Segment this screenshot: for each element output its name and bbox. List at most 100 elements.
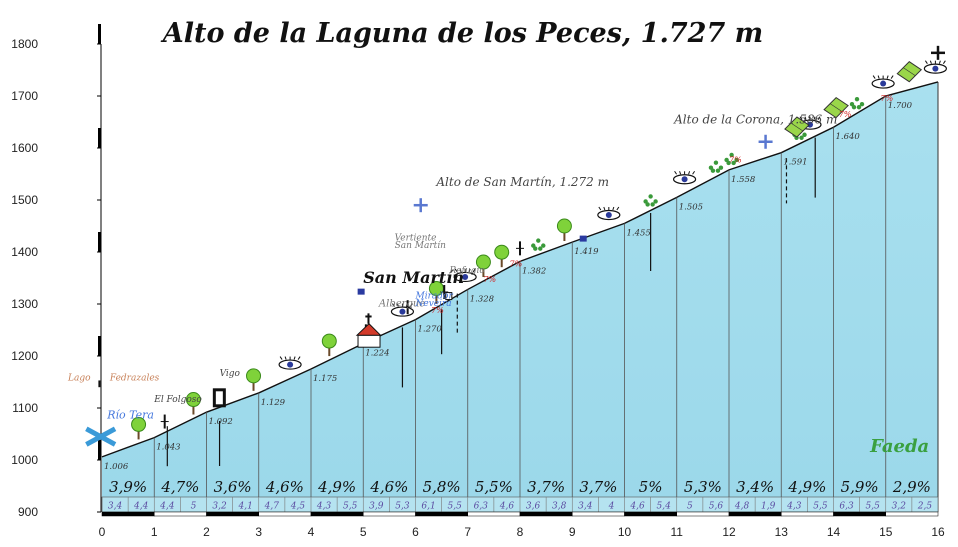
viewpoint-icon [923, 60, 947, 74]
x-tick-label: 4 [308, 525, 315, 539]
km-gradient-label: 3,9% [109, 478, 147, 496]
shrub-icon [724, 152, 739, 166]
shrub-icon [643, 194, 658, 207]
half-km-gradient-label: 2,5 [917, 502, 933, 512]
tree-icon [185, 392, 201, 415]
x-tick-label: 8 [517, 525, 524, 539]
km-gradient-label: 5,9% [841, 478, 879, 496]
tree-icon [494, 244, 510, 268]
peak-gradient-label: 7% [729, 156, 742, 165]
half-km-gradient-label: 4,3 [786, 502, 802, 512]
half-km-gradient-label: 4,6 [499, 502, 515, 512]
km-gradient-label: 3,7% [579, 478, 617, 496]
x-tick-label: 1 [151, 525, 158, 539]
half-km-gradient-label: 3,9 [369, 502, 384, 512]
half-km-gradient-label: 3,8 [552, 502, 567, 512]
x-tick-label: 16 [931, 525, 945, 539]
annotation-label: El Folgoso [153, 395, 202, 405]
lodging-icon [357, 288, 365, 295]
annotation-label: Río Tera [106, 408, 154, 421]
altitude-label: 1.006 [104, 462, 129, 472]
half-km-gradient-label: 4,6 [629, 502, 645, 512]
altitude-label: 1.700 [888, 101, 913, 111]
y-scale-bar [98, 24, 101, 44]
altitude-label: 1.591 [783, 158, 807, 168]
viewpoint-icon [278, 356, 302, 370]
x-tick-label: 11 [671, 525, 684, 539]
altitude-label: 1.382 [522, 266, 546, 276]
altitude-label: 1.270 [418, 325, 443, 335]
panel-icon [784, 116, 810, 138]
shelter-icon [445, 292, 453, 301]
km-scale-bar [624, 511, 677, 517]
km-scale-bar [101, 511, 155, 517]
altitude-label: 1.419 [574, 247, 599, 257]
half-km-gradient-label: 6,3 [839, 502, 854, 512]
annotation-label: Vigo [220, 369, 241, 379]
y-scale-bar [98, 440, 101, 460]
summit-marker-icon [931, 45, 945, 60]
annotation-label: San Martín [395, 240, 447, 251]
altitude-label: 1.043 [156, 443, 180, 453]
altitude-label: 1.505 [679, 202, 703, 212]
tree-icon [131, 416, 147, 440]
profile-labels: 1.006 1.043 1.092 1.129 1.175 1.224 1.270 1.328… [67, 94, 931, 496]
km-scale-bar [310, 511, 364, 517]
half-km-gradient-label: 4,4 [133, 502, 149, 512]
km-gradient-label: 3,6% [214, 478, 252, 496]
shrub-icon [531, 238, 546, 251]
signpost-icon [403, 300, 412, 315]
half-km-gradient-label: 3,4 [578, 502, 593, 512]
x-tick-label: 12 [722, 525, 736, 539]
half-km-gradient-label: 3,4 [108, 502, 123, 512]
km-gradient-label: 3,7% [527, 478, 565, 496]
annotation-label: Alto de San Martín, 1.272 m [435, 175, 609, 189]
village-icon [212, 388, 226, 408]
y-scale-bar [98, 232, 101, 252]
km-gradient-label: 4,9% [317, 478, 356, 496]
half-km-gradient-label: 3,2 [892, 502, 907, 512]
km-scale-bar [728, 511, 782, 517]
half-km-gradient-label: 5,6 [709, 502, 724, 512]
half-km-gradient-label: 5,5 [813, 502, 828, 512]
half-km-gradient-label: 4,4 [159, 502, 175, 512]
km-scale-bar [206, 511, 259, 517]
x-tick-label: 7 [464, 525, 471, 539]
signpost-icon [440, 285, 449, 300]
viewpoint-icon [672, 170, 697, 185]
tree-icon [246, 368, 262, 391]
km-gradient-label: 4,9% [787, 478, 826, 496]
km-scale-bar [519, 511, 573, 517]
km-scale-bar [467, 511, 521, 517]
half-km-gradient-label: 6,1 [421, 502, 435, 512]
half-km-gradient-label: 4,8 [734, 502, 750, 512]
km-gradient-label: 4,6% [369, 478, 408, 496]
y-tick-label: 1000 [11, 453, 38, 467]
shrub-icon [708, 160, 724, 173]
viewpoint-icon [871, 75, 895, 89]
panel-icon [896, 61, 923, 83]
km-scale-bar [363, 511, 416, 517]
half-km-gradient-label: 4,3 [316, 502, 332, 512]
church-icon [355, 313, 382, 348]
altitude-label: 1.640 [836, 132, 861, 142]
y-axis: 900 1000 1100 1200 1300 1400 1500 1600 1700 1800 [11, 24, 102, 519]
x-tick-label: 2 [203, 525, 210, 539]
x-tick-label: 15 [879, 525, 893, 539]
profile-area [101, 81, 939, 513]
y-tick-label: 1500 [11, 193, 38, 207]
pass-marker-icon [413, 198, 428, 213]
tree-icon [321, 333, 337, 357]
x-tick-label: 6 [412, 525, 419, 539]
lodging-icon [579, 235, 587, 242]
annotation-label: Faeda [869, 436, 929, 457]
x-tick-label: 9 [569, 525, 576, 539]
x-axis: 0 1 2 3 4 5 6 7 8 9 10 11 12 13 14 15 16 [99, 525, 945, 539]
km-gradient-label: 5,5% [475, 478, 513, 496]
km-scale-bar [885, 511, 939, 517]
y-tick-label: 1100 [12, 401, 38, 415]
pass-marker-icon [758, 134, 773, 149]
y-tick-label: 1300 [11, 297, 38, 311]
tree-icon [556, 218, 572, 242]
peak-gradient-label: 7% [510, 260, 523, 269]
